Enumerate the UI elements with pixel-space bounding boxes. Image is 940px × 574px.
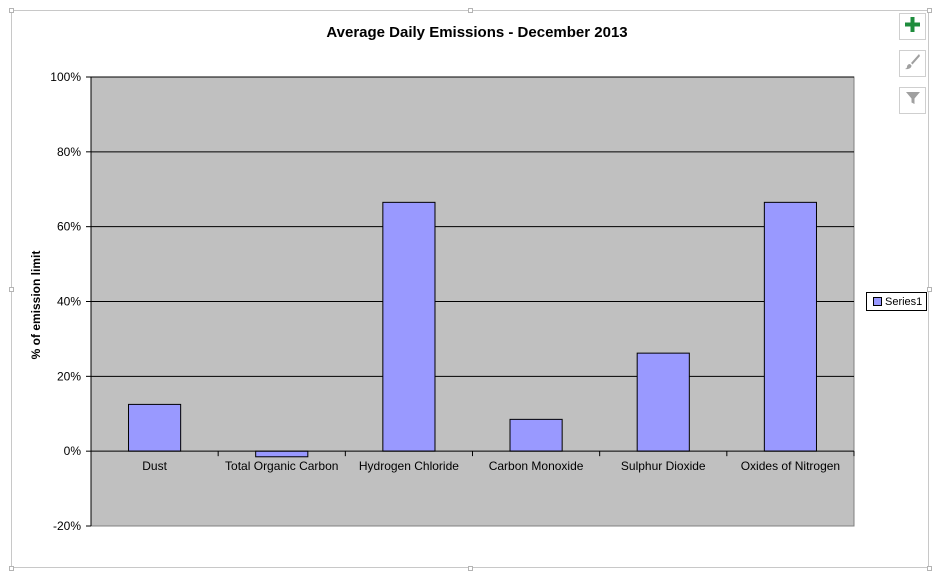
y-tick-label: 80% bbox=[57, 145, 81, 159]
y-tick-label: 100% bbox=[50, 70, 81, 84]
resize-handle-top-center[interactable] bbox=[468, 8, 473, 13]
y-tick-label: 40% bbox=[57, 295, 81, 309]
funnel-icon bbox=[905, 90, 921, 111]
y-tick-label: 0% bbox=[64, 444, 82, 458]
x-axis-ticks bbox=[90, 451, 855, 457]
chart-elements-button[interactable] bbox=[899, 13, 926, 40]
x-category-label: Oxides of Nitrogen bbox=[741, 459, 840, 473]
x-category-label: Carbon Monoxide bbox=[489, 459, 584, 473]
y-axis-ticks: -20% 0% 20% 40% 60% 80% 100% bbox=[50, 70, 91, 533]
chart-styles-button[interactable] bbox=[899, 50, 926, 77]
bar-carbon-monoxide[interactable] bbox=[509, 418, 563, 452]
chart-filters-button[interactable] bbox=[899, 87, 926, 114]
bar-sulphur-dioxide[interactable] bbox=[636, 352, 690, 452]
series-bars bbox=[128, 201, 817, 458]
plus-icon bbox=[905, 16, 920, 37]
category-labels: Dust Total Organic Carbon Hydrogen Chlorid… bbox=[142, 459, 840, 473]
x-category-label: Sulphur Dioxide bbox=[621, 459, 706, 473]
gridlines bbox=[91, 76, 854, 377]
bar-dust[interactable] bbox=[128, 403, 182, 452]
brush-icon bbox=[904, 53, 921, 75]
bar-total-organic-carbon[interactable] bbox=[255, 450, 309, 458]
resize-handle-middle-left[interactable] bbox=[9, 287, 14, 292]
chart-title[interactable]: Average Daily Emissions - December 2013 bbox=[326, 24, 627, 41]
resize-handle-middle-right[interactable] bbox=[927, 287, 932, 292]
bar-oxides-of-nitrogen[interactable] bbox=[763, 201, 817, 452]
resize-handle-top-right[interactable] bbox=[927, 8, 932, 13]
y-tick-label: -20% bbox=[53, 519, 81, 533]
x-category-label: Dust bbox=[142, 459, 167, 473]
legend-label-series1: Series1 bbox=[885, 295, 923, 308]
y-axis-label[interactable]: % of emission limit bbox=[29, 251, 43, 360]
bar-hydrogen-chloride[interactable] bbox=[382, 201, 436, 452]
y-tick-label: 60% bbox=[57, 220, 81, 234]
y-tick-label: 20% bbox=[57, 369, 81, 383]
chart-legend[interactable]: Series1 bbox=[866, 292, 927, 311]
legend-swatch-series1 bbox=[873, 297, 882, 306]
resize-handle-top-left[interactable] bbox=[9, 8, 14, 13]
resize-handle-bottom-left[interactable] bbox=[9, 566, 14, 571]
x-category-label: Total Organic Carbon bbox=[225, 459, 338, 473]
x-category-label: Hydrogen Chloride bbox=[359, 459, 459, 473]
resize-handle-bottom-center[interactable] bbox=[468, 566, 473, 571]
resize-handle-bottom-right[interactable] bbox=[927, 566, 932, 571]
